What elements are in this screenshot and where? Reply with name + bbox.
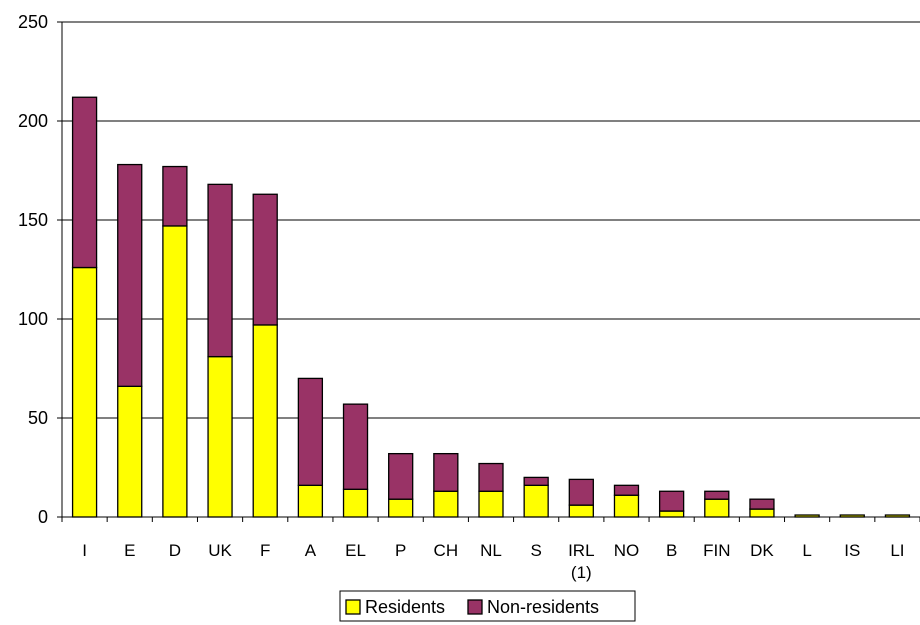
bar-non-residents — [388, 452, 414, 500]
bar-non-residents — [568, 478, 594, 506]
gridlines — [62, 21, 920, 419]
x-tick-label: A — [305, 541, 317, 560]
bar-non-residents — [523, 476, 549, 486]
bar-residents — [568, 504, 594, 518]
x-tick-label: E — [124, 541, 135, 560]
bar-residents — [162, 225, 188, 518]
x-tick-label: IRL — [568, 541, 594, 560]
bar-residents — [207, 355, 233, 518]
bar-non-residents — [117, 163, 143, 387]
y-tick-label: 150 — [18, 210, 48, 230]
x-tick-label: UK — [208, 541, 232, 560]
bar-residents — [749, 508, 775, 518]
legend-label-residents: Residents — [365, 597, 445, 617]
bar-residents — [117, 385, 143, 518]
x-tick-label: L — [802, 541, 811, 560]
bar-residents — [342, 488, 369, 518]
x-tick-label: LI — [890, 541, 904, 560]
bar-residents — [704, 498, 730, 518]
y-axis-ticks: 0 50 100 150 200 250 — [18, 12, 62, 527]
bar-non-residents — [162, 165, 188, 227]
legend-label-non-residents: Non-residents — [487, 597, 599, 617]
bar-residents — [388, 498, 414, 518]
bar-non-residents — [297, 377, 324, 486]
x-tick-label: F — [260, 541, 270, 560]
x-tick-label: DK — [750, 541, 774, 560]
bar-non-residents — [252, 193, 278, 326]
x-axis-labels: I E D UK F A EL P CH NL S IRL (1) NO B FIN DK L IS LI — [61, 517, 920, 582]
x-tick-label: FIN — [703, 541, 730, 560]
x-tick-label: NO — [614, 541, 640, 560]
bar-non-residents — [433, 452, 459, 492]
x-tick-label: D — [169, 541, 181, 560]
y-tick-label: 250 — [18, 12, 48, 32]
bar-residents — [71, 266, 98, 518]
legend-swatch-non-residents — [467, 599, 483, 615]
bar-residents — [297, 484, 324, 518]
bar-residents — [658, 510, 685, 518]
x-tick-label: P — [395, 541, 406, 560]
y-tick-label: 200 — [18, 111, 48, 131]
x-tick-label: I — [82, 541, 87, 560]
x-tick-label: NL — [480, 541, 502, 560]
y-tick-label: 100 — [18, 309, 48, 329]
legend-swatch-residents — [345, 599, 361, 615]
bar-residents — [613, 494, 640, 518]
bar-non-residents — [658, 490, 685, 512]
bar-non-residents — [342, 403, 369, 490]
x-tick-label: EL — [345, 541, 366, 560]
y-tick-label: 0 — [38, 507, 48, 527]
x-tick-label: IS — [844, 541, 860, 560]
bar-non-residents — [71, 96, 98, 269]
x-tick-label: B — [666, 541, 677, 560]
x-tick-label: (1) — [571, 563, 592, 582]
x-tick-label: CH — [434, 541, 459, 560]
bar-residents — [478, 490, 504, 518]
legend: Residents Non-residents — [339, 590, 636, 622]
y-tick-label: 50 — [28, 408, 48, 428]
bar-non-residents — [749, 498, 775, 510]
bar-non-residents — [613, 484, 640, 496]
axes — [61, 22, 920, 518]
bars — [71, 96, 911, 518]
legend-box — [339, 590, 636, 622]
bar-residents — [433, 490, 459, 518]
x-tick-label: S — [530, 541, 541, 560]
bar-non-residents — [704, 490, 730, 500]
bar-residents — [252, 324, 278, 518]
bar-residents — [523, 484, 549, 518]
bar-non-residents — [207, 183, 233, 358]
bar-non-residents — [478, 462, 504, 492]
